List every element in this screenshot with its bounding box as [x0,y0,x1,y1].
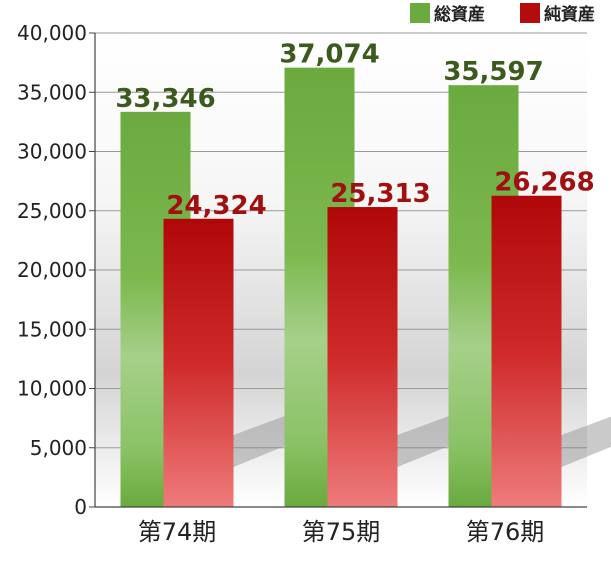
x-category-label: 第74期 [138,518,217,546]
net-assets-bar [491,195,562,508]
data-label: 33,346 [115,84,215,114]
y-tick-label: 0 [74,495,87,519]
bar-shadows [233,415,611,467]
legend-label: 純資産 [544,4,595,25]
x-category-labels: 第74期 第75期 第76期 [138,518,545,546]
bar-shadow [397,415,452,467]
legend-swatch [520,3,540,23]
legend: 総資産 純資産 [410,3,595,25]
y-tick-label: 5,000 [30,436,87,460]
net-assets-bar [163,218,234,507]
x-category-label: 第76期 [466,518,545,546]
y-tick-labels: 0 5,000 10,000 15,000 20,000 25,000 30,000 35,0… [17,21,87,519]
y-tick-label: 20,000 [17,258,87,282]
y-tick-label: 40,000 [17,21,87,45]
y-tick-label: 15,000 [17,317,87,341]
y-tick-label: 10,000 [17,377,87,401]
data-label: 25,313 [330,179,430,209]
data-label: 37,074 [279,40,379,70]
x-category-label: 第75期 [302,518,381,546]
legend-label: 総資産 [434,4,485,25]
data-labels: 33,346 24,324 37,074 25,313 35,597 26,268 [115,40,594,221]
data-label: 26,268 [494,168,594,198]
net-assets-bar [327,207,398,507]
y-tick-label: 30,000 [17,140,87,164]
data-label: 24,324 [166,191,266,221]
bar-shadow [561,416,611,467]
data-label: 35,597 [443,57,543,87]
legend-swatch [410,3,430,23]
y-tick-label: 35,000 [17,80,87,104]
y-tick-label: 25,000 [17,199,87,223]
bars [120,67,562,508]
bar-shadow [233,415,288,467]
